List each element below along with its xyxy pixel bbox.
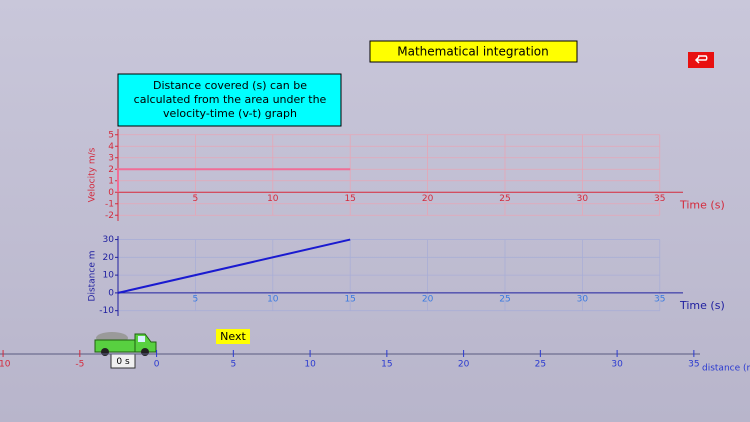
y-tick-label: 3: [108, 153, 114, 163]
y-axis-label: Distance m: [88, 251, 98, 302]
title: Mathematical integration: [397, 45, 549, 59]
y-tick-label: 30: [103, 235, 115, 245]
back-icon[interactable]: [694, 55, 708, 64]
tick-label: 10: [304, 360, 316, 370]
axis-label: distance (m): [702, 364, 750, 374]
tick-label: 30: [611, 360, 623, 370]
y-tick-label: -2: [105, 211, 114, 221]
x-tick-label: 30: [577, 194, 589, 204]
timer: 0 s: [116, 357, 130, 367]
y-tick-label: 4: [108, 142, 114, 152]
x-axis-label: Time (s): [679, 198, 725, 211]
y-tick-label: 10: [103, 271, 115, 281]
tick-label: 15: [381, 360, 392, 370]
x-tick-label: 5: [193, 194, 199, 204]
x-tick-label: 35: [654, 194, 665, 204]
data-line: [117, 238, 351, 294]
wheel: [101, 348, 109, 356]
wheel: [141, 348, 149, 356]
y-tick-label: 1: [108, 176, 114, 186]
y-tick-label: 0: [108, 188, 114, 198]
y-tick-label: 20: [103, 253, 115, 263]
title-box: [369, 40, 578, 63]
x-tick-label: 15: [344, 194, 355, 204]
x-tick-label: 30: [577, 294, 589, 304]
info-box: [117, 73, 342, 127]
x-tick-label: 25: [499, 194, 510, 204]
info-line: Distance covered (s) can be: [153, 79, 307, 92]
x-tick-label: 10: [267, 194, 279, 204]
y-tick-label: -1: [105, 199, 114, 209]
x-tick-label: 15: [344, 294, 355, 304]
next-button[interactable]: [216, 329, 250, 344]
tick-label: -5: [75, 360, 84, 370]
x-tick-label: 25: [499, 294, 510, 304]
tick-label: 35: [688, 360, 699, 370]
info-line: calculated from the area under the: [134, 93, 327, 106]
x-tick-label: 20: [422, 294, 434, 304]
data-line: [117, 168, 351, 193]
x-tick-label: 5: [193, 294, 199, 304]
tick-label: 0: [154, 360, 160, 370]
tick-label: 20: [458, 360, 470, 370]
back-button[interactable]: [688, 52, 714, 68]
tick-label: -10: [0, 360, 11, 370]
y-tick-label: 5: [108, 130, 114, 140]
truck-body: [94, 339, 136, 353]
y-tick-label: -10: [99, 306, 114, 316]
tick-label: 5: [230, 360, 236, 370]
x-tick-label: 10: [267, 294, 279, 304]
y-tick-label: 0: [108, 288, 114, 298]
y-tick-label: 2: [108, 165, 114, 175]
truck-window: [138, 336, 145, 342]
tick-label: 25: [535, 360, 546, 370]
x-tick-label: 20: [422, 194, 434, 204]
info-line: velocity-time (v-t) graph: [163, 107, 297, 120]
y-axis-label: Velocity m/s: [88, 147, 98, 202]
x-axis-label: Time (s): [679, 299, 725, 312]
next-label[interactable]: Next: [220, 330, 246, 343]
x-tick-label: 35: [654, 294, 665, 304]
